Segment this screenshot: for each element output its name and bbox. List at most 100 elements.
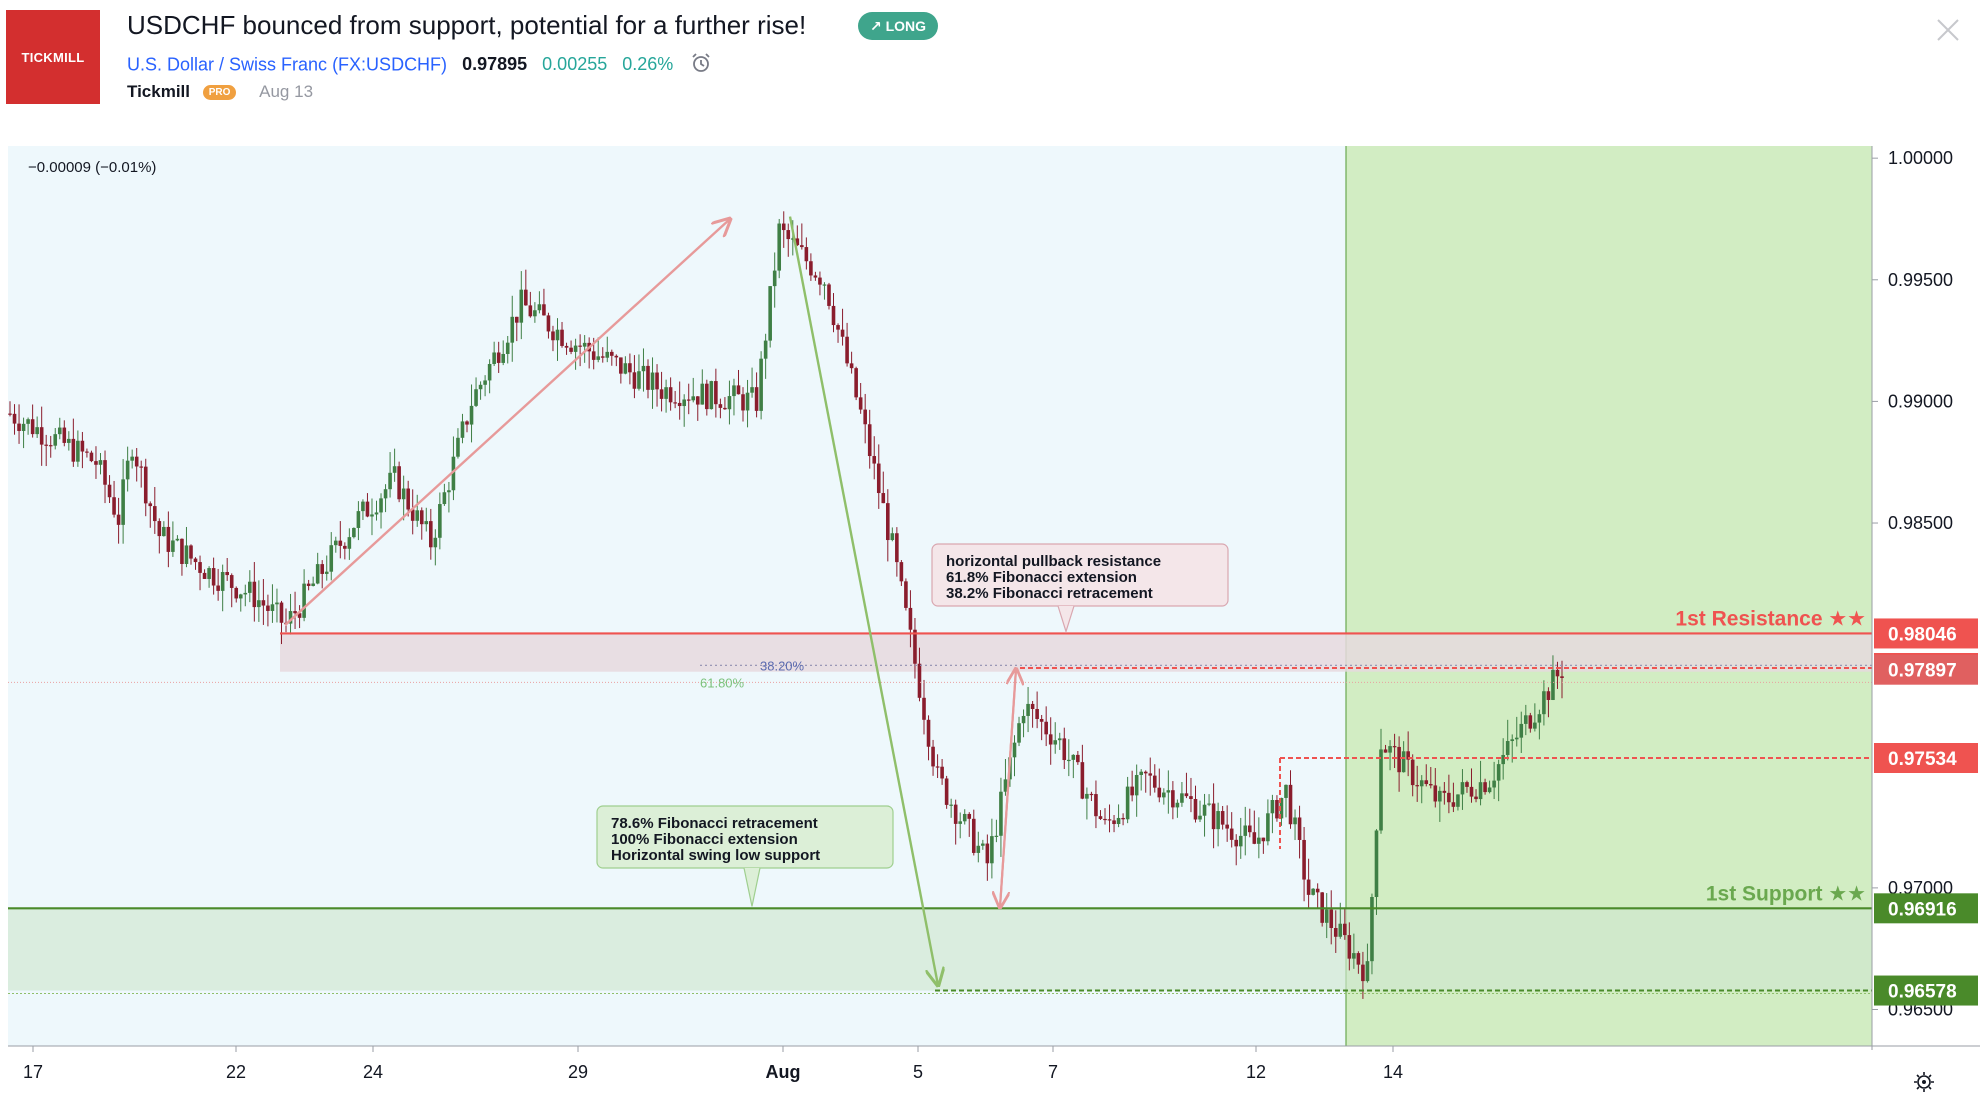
candle-body: [85, 451, 89, 453]
candle-body: [1238, 835, 1243, 847]
candle-body: [424, 521, 429, 525]
candle-body: [754, 387, 759, 411]
candle-body: [1098, 816, 1103, 819]
candle-body: [1207, 803, 1211, 805]
candle-body: [750, 387, 754, 393]
candle-body: [849, 363, 854, 369]
candle-body: [460, 421, 465, 438]
candle-body: [1352, 953, 1356, 959]
candle-body: [1247, 825, 1252, 833]
candle-body: [1510, 739, 1515, 742]
candle-body: [302, 583, 306, 618]
candle-body: [35, 427, 39, 435]
candle-body: [1189, 796, 1193, 800]
candle-body: [143, 466, 148, 504]
candle-body: [1166, 790, 1171, 793]
support-zone: [8, 908, 1872, 991]
tickmill-logo[interactable]: TICKMILL: [6, 10, 100, 104]
candle-body: [1225, 824, 1229, 829]
candle-body: [646, 365, 650, 390]
candle-body: [958, 821, 963, 824]
candle-body: [709, 381, 714, 410]
candle-body: [1175, 802, 1180, 808]
candle-body: [628, 363, 632, 373]
rally-arrow[interactable]: [284, 219, 730, 627]
candle-body: [1279, 797, 1284, 819]
long-badge: ↗ LONG: [858, 12, 939, 40]
candle-body: [139, 466, 144, 468]
candle-body: [1243, 825, 1248, 836]
y-tick-label: 1.00000: [1888, 148, 1953, 168]
candle-body: [1469, 786, 1474, 797]
candle-body: [297, 613, 302, 618]
candle-body: [677, 402, 682, 407]
projection-zone: [1346, 146, 1872, 1046]
candle-body: [26, 419, 30, 424]
candle-body: [827, 284, 831, 306]
candle-body: [1542, 691, 1546, 715]
candle-body: [781, 223, 786, 231]
candle-body: [1193, 799, 1198, 820]
author-name[interactable]: Tickmill: [127, 82, 190, 101]
candle-body: [908, 607, 913, 630]
candle-body: [994, 835, 999, 837]
candle-body: [44, 444, 48, 446]
candle-body: [777, 223, 782, 271]
candle-body: [162, 526, 166, 537]
candle-body: [637, 371, 641, 389]
price-chart[interactable]: 38.20% 61.80% horizontal pullback resistan…: [0, 140, 1980, 1095]
candle-body: [524, 289, 528, 306]
settings-gear-icon[interactable]: [1914, 1072, 1934, 1092]
x-tick-label: 12: [1246, 1062, 1266, 1082]
candle-body: [243, 592, 248, 595]
candle-body: [818, 277, 822, 285]
candle-body: [1388, 746, 1392, 753]
candle-body: [650, 372, 655, 390]
candle-body: [564, 345, 569, 348]
candle-body: [248, 581, 252, 593]
candle-body: [67, 438, 71, 443]
candle-body: [1442, 790, 1447, 793]
candle-body: [813, 275, 818, 278]
candle-body: [582, 342, 587, 347]
y-tick-label: 0.98500: [1888, 513, 1953, 533]
candle-body: [990, 836, 994, 864]
candle-body: [967, 813, 972, 819]
alarm-clock-icon[interactable]: [690, 52, 712, 79]
symbol-name-link[interactable]: U.S. Dollar / Swiss Franc: [127, 54, 328, 75]
callout-box: [931, 543, 1229, 607]
close-icon[interactable]: [1930, 12, 1966, 48]
candle-body: [166, 526, 171, 552]
decline-arrow[interactable]: [788, 216, 938, 986]
pullback-down-arrow[interactable]: [1000, 668, 1018, 907]
time-axis[interactable]: 17 22 24 29 Aug 5 7 12 14: [23, 1046, 1403, 1082]
candle-body: [718, 404, 723, 408]
callout-line: horizontal pullback resistance: [946, 553, 1161, 570]
symbol-code-link[interactable]: (FX:USDCHF): [332, 54, 448, 75]
candle-body: [1438, 790, 1442, 802]
candle-body: [1524, 715, 1528, 724]
candle-body: [456, 437, 460, 457]
price-axis[interactable]: 1.00000 0.99500 0.99000 0.98500 0.97000 0.965…: [1872, 148, 1978, 1020]
candle-body: [1401, 751, 1406, 773]
candle-body: [1370, 897, 1374, 962]
drawing-layer: 38.20% 61.80% horizontal pullback resistan…: [8, 216, 1872, 995]
candle-body: [103, 460, 107, 485]
candle-body: [193, 558, 198, 563]
candle-body: [121, 479, 125, 525]
candle-body: [1053, 740, 1058, 745]
candle-body: [600, 356, 605, 358]
candle-body: [596, 356, 601, 360]
candle-body: [175, 538, 180, 541]
candle-body: [12, 413, 17, 424]
candle-body: [53, 434, 58, 446]
candle-body: [1103, 818, 1107, 821]
candle-body: [130, 456, 134, 461]
candle-body: [1116, 817, 1121, 825]
price-tag: [1874, 743, 1978, 773]
candle-body: [840, 329, 845, 337]
candle-body: [438, 504, 442, 538]
candle-body: [1361, 964, 1365, 982]
